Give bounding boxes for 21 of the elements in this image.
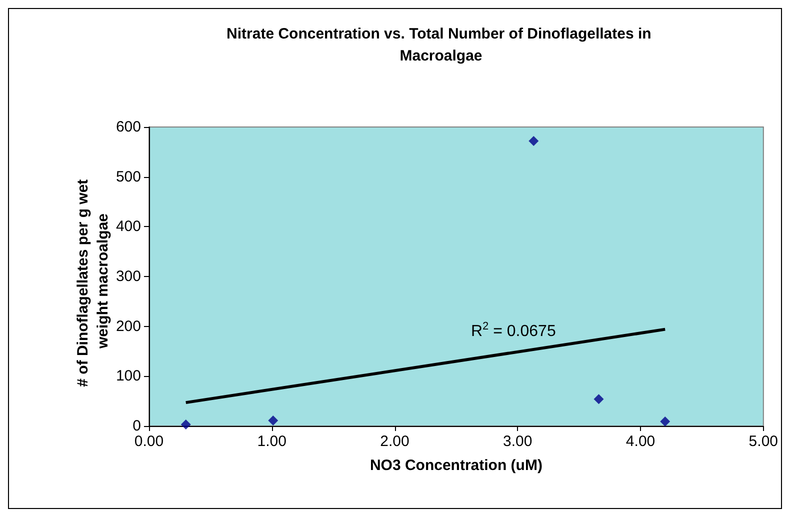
y-tick-label: 500 [116, 168, 141, 186]
y-tick-label: 300 [116, 268, 141, 285]
point [180, 420, 191, 430]
y-tick-label: 400 [116, 218, 141, 236]
point [594, 394, 604, 404]
chart-title: Nitrate Concentration vs. Total Number of Dinoflagellates in Macroalgae [226, 26, 656, 64]
x-tick-label: 3.00 [503, 433, 532, 450]
y-axis-title: # of Dinoflagellates per g wet weight macroalgae [74, 175, 112, 387]
y-tick-label: 100 [116, 368, 141, 385]
point [528, 136, 539, 146]
point [660, 416, 670, 427]
x-tick-label: 5.00 [748, 433, 778, 450]
y-tick-label: 0 [132, 418, 141, 434]
y-tick-label: 200 [116, 318, 141, 335]
y-tick-label: 600 [116, 118, 141, 136]
x-tick-label: 0.00 [134, 433, 164, 450]
point [268, 416, 278, 426]
x-tick-label: 2.00 [380, 433, 410, 450]
x-tick-label: 4.00 [626, 433, 656, 450]
x-axis-title: NO3 Concentration (uM) [370, 457, 542, 474]
x-tick-label: 1.00 [257, 433, 286, 450]
